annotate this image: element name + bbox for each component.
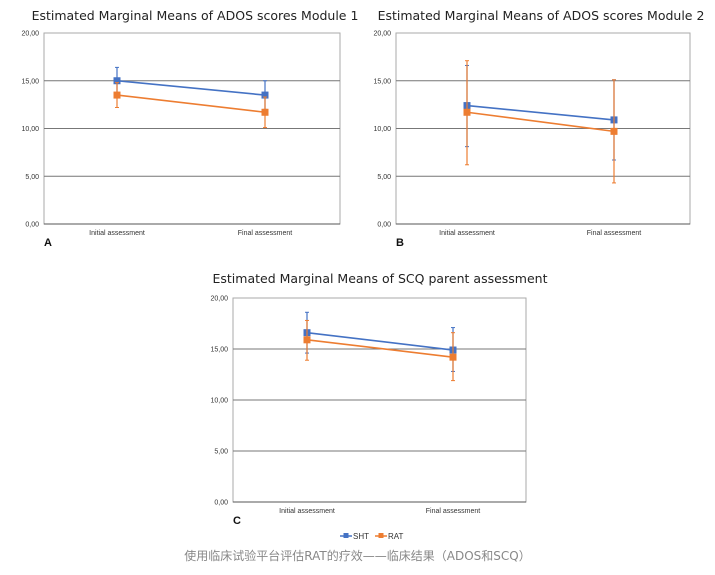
data-point-rat bbox=[449, 353, 457, 361]
legend-label: SHT bbox=[353, 532, 369, 541]
y-tick-label: 0,00 bbox=[377, 222, 391, 229]
series-line-rat bbox=[466, 111, 615, 133]
legend-marker bbox=[343, 533, 349, 538]
data-point-rat bbox=[261, 108, 269, 116]
legend-marker bbox=[378, 533, 384, 538]
x-tick-label: Final assessment bbox=[587, 230, 642, 237]
data-point-sht bbox=[113, 77, 121, 85]
data-point-rat bbox=[610, 127, 618, 135]
series-line-rat bbox=[116, 94, 266, 114]
x-tick-label: Final assessment bbox=[426, 508, 481, 515]
y-tick-label: 20,00 bbox=[210, 296, 228, 303]
series-line-sht bbox=[306, 331, 454, 351]
x-tick-label: Final assessment bbox=[238, 230, 293, 237]
series-line-sht bbox=[116, 79, 266, 96]
chart-title: Estimated Marginal Means of SCQ parent a… bbox=[213, 271, 548, 286]
data-point-sht bbox=[261, 91, 269, 99]
panel-label: B bbox=[396, 237, 404, 249]
y-tick-label: 20,00 bbox=[373, 31, 391, 38]
y-tick-label: 15,00 bbox=[373, 78, 391, 85]
chart-title: Estimated Marginal Means of ADOS scores … bbox=[378, 8, 705, 23]
y-tick-label: 0,00 bbox=[214, 500, 228, 507]
series-line-rat bbox=[306, 339, 454, 358]
y-tick-label: 20,00 bbox=[21, 31, 39, 38]
data-point-rat bbox=[463, 108, 471, 116]
chart-title: Estimated Marginal Means of ADOS scores … bbox=[32, 8, 359, 23]
y-tick-label: 5,00 bbox=[214, 449, 228, 456]
x-tick-label: Initial assessment bbox=[89, 230, 145, 237]
y-tick-label: 15,00 bbox=[21, 78, 39, 85]
y-tick-label: 0,00 bbox=[25, 222, 39, 229]
y-tick-label: 10,00 bbox=[21, 126, 39, 133]
data-point-rat bbox=[113, 91, 121, 99]
y-tick-label: 10,00 bbox=[210, 398, 228, 405]
y-tick-label: 10,00 bbox=[373, 126, 391, 133]
figure-caption: 使用临床试验平台评估RAT的疗效——临床结果（ADOS和SCQ） bbox=[184, 549, 531, 563]
panel-label: A bbox=[44, 237, 52, 249]
series-line-sht bbox=[466, 104, 615, 121]
y-tick-label: 15,00 bbox=[210, 347, 228, 354]
y-tick-label: 5,00 bbox=[25, 174, 39, 181]
panel-label: C bbox=[233, 515, 241, 527]
y-tick-label: 5,00 bbox=[377, 174, 391, 181]
legend-label: RAT bbox=[388, 532, 404, 541]
x-tick-label: Initial assessment bbox=[279, 508, 335, 515]
x-tick-label: Initial assessment bbox=[439, 230, 495, 237]
data-point-rat bbox=[303, 336, 311, 344]
